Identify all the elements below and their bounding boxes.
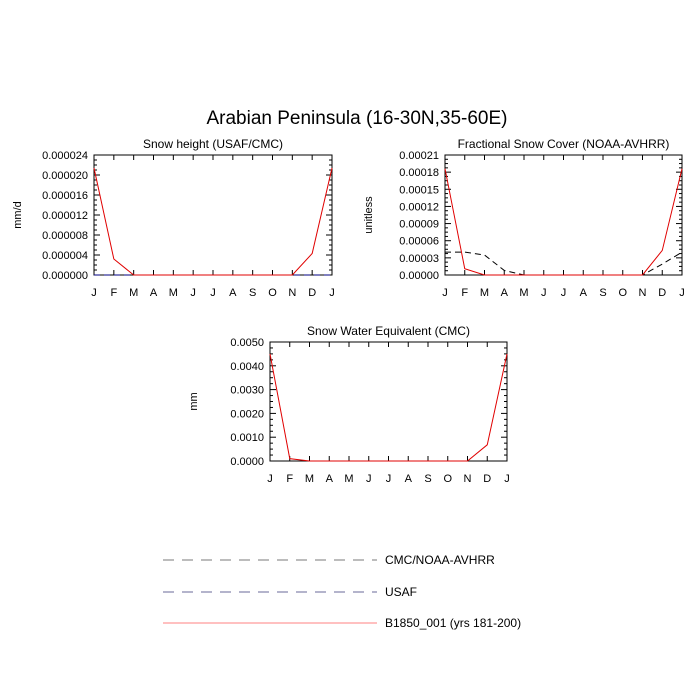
y-axis-label: mm (188, 392, 200, 410)
x-tick-label: J (210, 287, 216, 299)
x-tick-label: J (442, 287, 448, 299)
x-tick-label: A (150, 287, 158, 299)
x-tick-label: A (501, 287, 509, 299)
x-tick-label: A (229, 287, 237, 299)
legend-label: CMC/NOAA-AVHRR (385, 553, 495, 567)
figure-title: Arabian Peninsula (16-30N,35-60E) (206, 108, 507, 129)
x-tick-label: A (326, 473, 334, 485)
plot-frame (93, 154, 333, 276)
x-tick-label: J (366, 473, 372, 485)
legend-label: USAF (385, 585, 417, 599)
x-tick-label: M (169, 287, 178, 299)
x-tick-label: N (464, 473, 472, 485)
x-tick-label: J (190, 287, 196, 299)
x-tick-label: A (580, 287, 588, 299)
x-tick-label: S (424, 473, 431, 485)
y-tick-label: 0.0000 (230, 456, 264, 468)
x-tick-label: D (658, 287, 666, 299)
y-tick-label: 0.00000 (399, 270, 439, 282)
x-tick-label: M (129, 287, 138, 299)
x-tick-label: O (443, 473, 452, 485)
snow-height-panel: Snow height (USAF/CMC)J F M A M J J A S O N D J0.000… (12, 137, 335, 299)
snow-water-equivalent-panel: Snow Water Equivalent (CMC)J F M A M J J A S O N D J… (188, 324, 510, 485)
x-tick-label: J (386, 473, 392, 485)
x-tick-label: J (91, 287, 97, 299)
y-tick-label: 0.0010 (230, 432, 264, 444)
y-tick-label: 0.00006 (399, 236, 439, 248)
panel-title: Snow height (USAF/CMC) (143, 137, 283, 151)
y-tick-label: 0.00009 (399, 219, 439, 231)
fractional-snow-cover-panel: Fractional Snow Cover (NOAA-AVHRR)J F M A M J… (363, 137, 685, 299)
x-tick-label: O (618, 287, 627, 299)
y-tick-label: 0.000024 (42, 150, 88, 162)
y-tick-label: 0.000016 (42, 190, 88, 202)
y-tick-label: 0.00018 (399, 167, 439, 179)
x-tick-label: M (305, 473, 314, 485)
x-tick-label: S (599, 287, 606, 299)
x-tick-label: J (267, 473, 273, 485)
y-tick-label: 0.00021 (399, 150, 439, 162)
legend: CMC/NOAA-AVHRR USAF B1850_001 (yrs 181-200… (163, 553, 521, 630)
y-tick-label: 0.000008 (42, 230, 88, 242)
series-line (269, 353, 508, 462)
y-tick-label: 0.000012 (42, 210, 88, 222)
y-tick-label: 0.000004 (42, 250, 88, 262)
y-tick-label: 0.0050 (230, 337, 264, 349)
panel-title: Fractional Snow Cover (NOAA-AVHRR) (458, 137, 670, 151)
x-tick-label: J (679, 287, 685, 299)
y-tick-label: 0.000000 (42, 270, 88, 282)
x-tick-label: F (110, 287, 117, 299)
y-tick-label: 0.00015 (399, 184, 439, 196)
x-tick-label: J (504, 473, 510, 485)
x-tick-label: A (405, 473, 413, 485)
y-axis-label: mm/d (12, 201, 24, 229)
y-tick-label: 0.0030 (230, 385, 264, 397)
x-tick-label: D (308, 287, 316, 299)
y-tick-label: 0.00012 (399, 201, 439, 213)
y-tick-label: 0.00003 (399, 253, 439, 265)
y-tick-label: 0.0040 (230, 361, 264, 373)
x-tick-label: N (639, 287, 647, 299)
x-tick-label: O (268, 287, 277, 299)
x-tick-label: M (344, 473, 353, 485)
plot-frame (444, 154, 683, 276)
y-tick-label: 0.000020 (42, 170, 88, 182)
series-line (444, 168, 683, 276)
x-tick-label: J (561, 287, 567, 299)
x-tick-label: S (249, 287, 256, 299)
x-tick-label: J (329, 287, 335, 299)
series-line (93, 167, 333, 276)
x-tick-label: D (483, 473, 491, 485)
x-tick-label: F (286, 473, 293, 485)
y-tick-label: 0.0020 (230, 408, 264, 420)
x-tick-label: N (288, 287, 296, 299)
panel-title: Snow Water Equivalent (CMC) (307, 324, 470, 338)
x-tick-label: M (480, 287, 489, 299)
legend-label: B1850_001 (yrs 181-200) (385, 616, 521, 630)
y-axis-label: unitless (363, 196, 375, 234)
plot-frame (269, 341, 508, 462)
x-tick-label: M (519, 287, 528, 299)
x-tick-label: J (541, 287, 547, 299)
x-tick-label: F (461, 287, 468, 299)
